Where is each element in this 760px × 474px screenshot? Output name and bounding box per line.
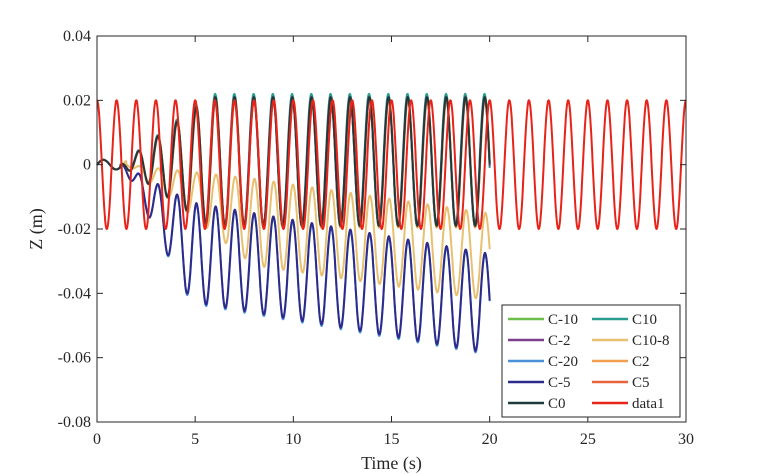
x-axis-label: Time (s) [361,453,422,474]
x-tick-label: 0 [93,431,101,448]
series-line-data1 [96,99,687,230]
legend: C-10 C10 C-2 C10-8 C-20 C2 C-5 C5 C0 data1 [501,304,681,418]
legend-label: C-10 [548,312,578,328]
legend-label: C0 [548,396,566,412]
y-axis-label: Z (m) [26,208,47,249]
legend-label: C10-8 [632,333,670,349]
legend-label: C-2 [548,333,571,349]
x-tick-label: 20 [482,431,498,448]
legend-label: C-20 [548,354,578,370]
legend-label: C10 [632,312,657,328]
y-tick-label: 0.04 [63,28,91,45]
x-tick-label: 5 [191,431,199,448]
y-tick-label: -0.04 [58,285,91,302]
y-tick-label: -0.08 [58,414,91,431]
legend-label: data1 [632,396,664,412]
series-line-c-5 [96,158,491,352]
x-tick-label: 30 [678,431,694,448]
legend-label: C-5 [548,375,571,391]
y-tick-label: 0.02 [63,92,91,109]
x-tick-label: 25 [580,431,596,448]
ticks-layer: 0 5 10 15 20 25 30 -0.08 -0.06 -0.04 -0.02 0 0.02 0.0… [58,28,694,448]
x-tick-label: 15 [384,431,400,448]
y-tick-label: 0 [83,157,91,174]
legend-label: C5 [632,375,650,391]
x-tick-label: 10 [285,431,301,448]
series-layer [96,92,687,354]
y-tick-label: -0.06 [58,350,91,367]
y-tick-label: -0.02 [58,221,91,238]
legend-label: C2 [632,354,650,370]
